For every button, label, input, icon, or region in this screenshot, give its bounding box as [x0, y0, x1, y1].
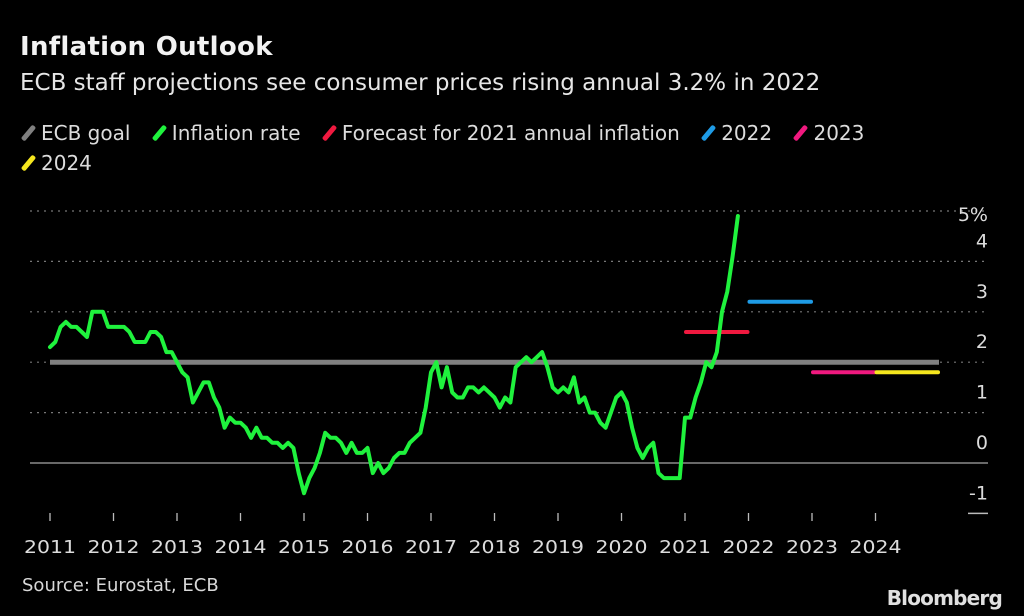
x-tick-label: 2022: [723, 537, 775, 558]
y-tick-label: 2: [976, 331, 988, 353]
x-tick-label: 2011: [24, 537, 76, 558]
y-tick-label: 4: [976, 230, 988, 252]
x-tick-label: 2015: [278, 537, 330, 558]
legend-label: 2023: [813, 121, 865, 145]
y-tick-label: 1: [976, 382, 988, 404]
chart-subtitle: ECB staff projections see consumer price…: [20, 70, 821, 96]
source-note: Source: Eurostat, ECB: [22, 575, 219, 596]
x-tick-label: 2017: [405, 537, 457, 558]
y-tick-label: 3: [976, 281, 988, 303]
legend-label: 2024: [41, 151, 92, 175]
legend-item-2023: 2023: [792, 118, 864, 148]
inflation-rate-line: [48, 214, 740, 496]
chart-title: Inflation Outlook: [20, 32, 273, 62]
legend-label: ECB goal: [41, 121, 131, 145]
y-tick-label: 5%: [958, 204, 988, 226]
x-tick-label: 2020: [596, 537, 648, 558]
x-tick-label: 2019: [532, 537, 584, 558]
bloomberg-logo: Bloomberg: [886, 586, 1003, 610]
x-tick-label: 2024: [850, 537, 902, 558]
legend-label: 2022: [721, 121, 773, 145]
legend-item-ecb-goal: ECB goal: [20, 118, 130, 148]
x-tick-label: 2012: [88, 537, 140, 558]
x-tick-label: 2023: [786, 537, 838, 558]
legend-item-forecast-2021: Forecast for 2021 annual inflation: [321, 118, 680, 148]
legend-item-2022: 2022: [700, 118, 772, 148]
x-tick-label: 2016: [342, 537, 394, 558]
x-tick-label: 2021: [659, 537, 711, 558]
y-tick-label: 0: [976, 432, 988, 454]
legend-item-inflation-rate: Inflation rate: [151, 118, 301, 148]
legend-label: Forecast for 2021 annual inflation: [341, 121, 680, 145]
x-tick-label: 2013: [151, 537, 203, 558]
x-tick-label: 2018: [469, 537, 521, 558]
legend-item-2024: 2024: [20, 148, 92, 178]
legend: ECB goal Inflation rate Forecast for 202…: [20, 118, 980, 178]
legend-label: Inflation rate: [171, 121, 301, 145]
x-tick-label: 2014: [215, 537, 267, 558]
y-tick-label: -1: [969, 482, 988, 504]
